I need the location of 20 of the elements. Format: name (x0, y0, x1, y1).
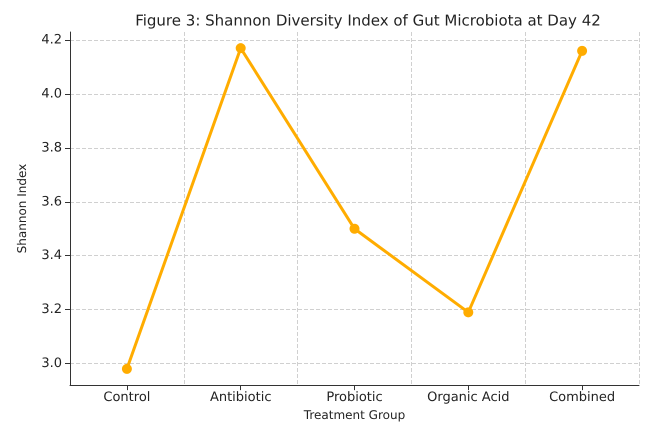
y-tick-label: 3.0 (41, 356, 62, 372)
point (236, 43, 246, 54)
x-tick-label: Combined (549, 390, 616, 406)
x-tick-label: Antibiotic (210, 390, 272, 406)
y-tick-label: 4.0 (41, 86, 62, 102)
chart-title: Figure 3: Shannon Diversity Index of Gut Microbiota at Day 42 (135, 12, 601, 30)
y-tick-label: 3.2 (41, 302, 62, 318)
y-tick-label: 3.8 (41, 140, 62, 156)
point (350, 224, 360, 234)
y-axis-title: Shannon Index (15, 164, 29, 254)
x-tick-label: Organic Acid (427, 390, 510, 406)
x-tick-label: Control (103, 390, 150, 406)
y-tick-label: 4.2 (41, 32, 62, 48)
y-tick-label: 3.6 (41, 194, 62, 210)
x-axis-title: Treatment Group (302, 408, 406, 422)
point (577, 46, 588, 56)
x-tick-label: Probiotic (326, 390, 383, 406)
point (463, 307, 474, 318)
point (122, 364, 132, 374)
y-tick-label: 3.4 (41, 248, 62, 264)
